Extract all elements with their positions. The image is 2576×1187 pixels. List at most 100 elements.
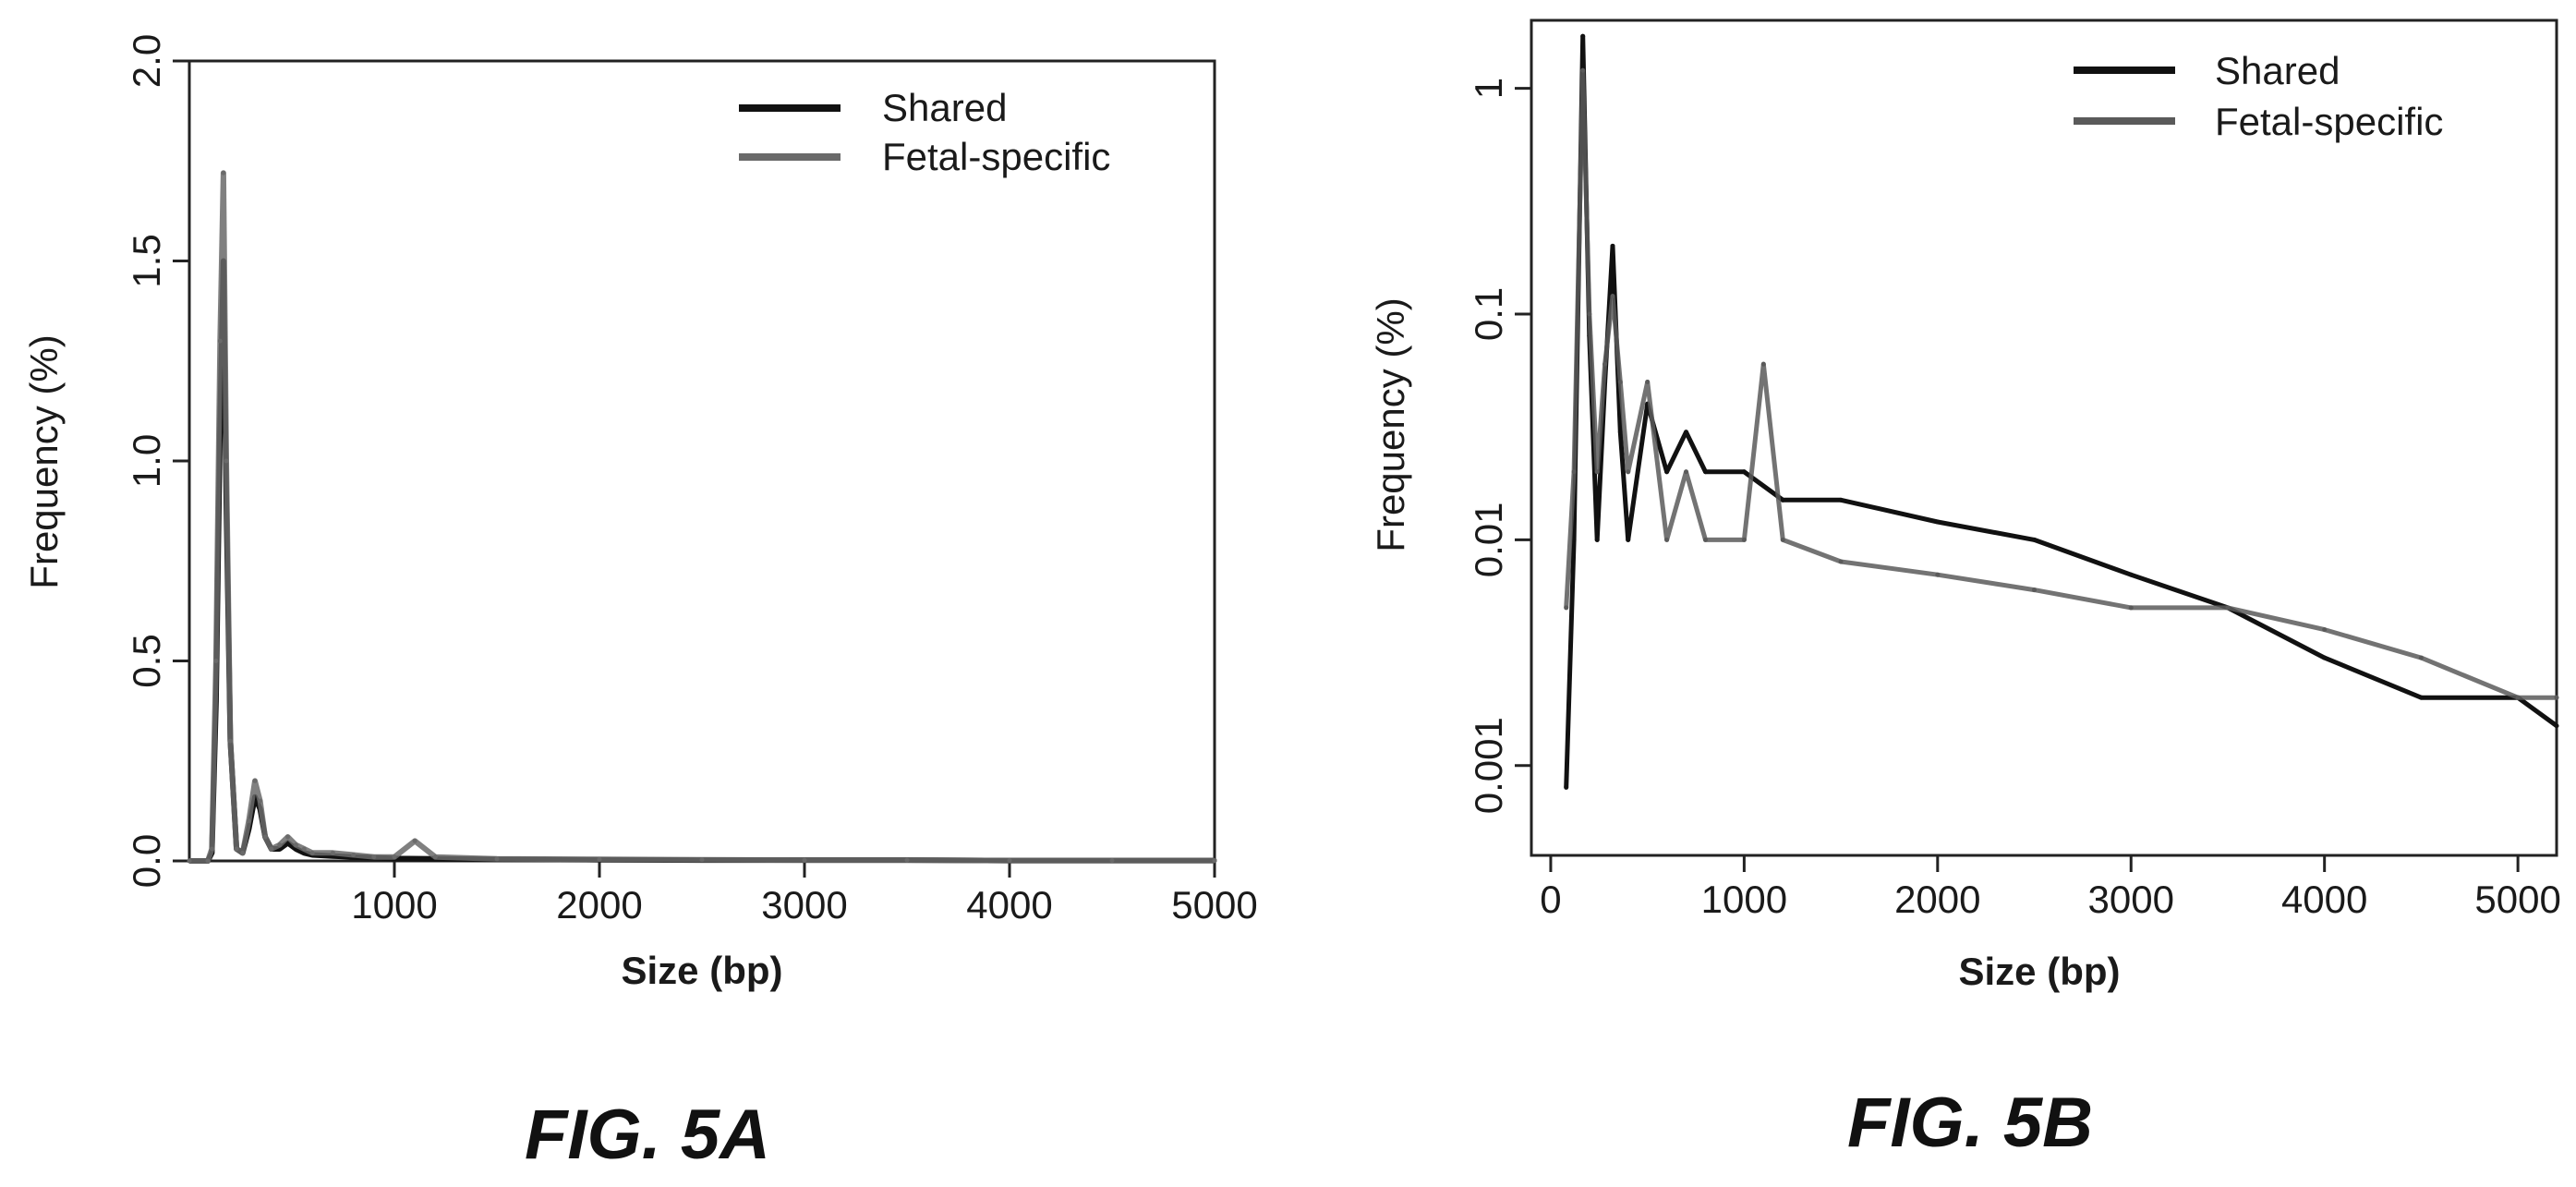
data-point-5a-1-27 [597, 856, 602, 862]
data-point-5b-0-18 [2128, 572, 2134, 577]
x-tick-label-5b-3: 3000 [2088, 878, 2174, 921]
x-tick-label-5a-3: 4000 [966, 883, 1052, 927]
y-tick-label-5b-3: 1 [1467, 78, 1510, 99]
data-point-5a-1-24 [412, 838, 417, 843]
data-point-5a-1-8 [234, 846, 239, 852]
data-point-5b-0-1 [1571, 537, 1577, 542]
data-point-5a-1-22 [371, 854, 377, 860]
data-point-5b-0-2 [1580, 33, 1586, 39]
data-point-5a-1-33 [1212, 858, 1217, 864]
data-point-5b-1-11 [1684, 469, 1689, 475]
data-point-5a-1-31 [1007, 858, 1012, 864]
y-tick-label-5b-0: 0.001 [1467, 717, 1510, 814]
data-point-5a-1-7 [227, 738, 233, 744]
data-point-5b-0-14 [1780, 497, 1785, 503]
data-point-5b-1-3 [1587, 311, 1592, 317]
legend-label-shared-5b: Shared [2215, 49, 2340, 92]
data-point-5b-0-12 [1702, 469, 1708, 475]
data-point-5b-1-5 [1602, 361, 1608, 367]
data-point-5a-1-3 [213, 659, 219, 663]
data-point-5a-1-1 [205, 858, 211, 864]
data-point-5b-1-1 [1571, 469, 1577, 475]
y-tick-label-5b-1: 0.01 [1467, 502, 1510, 577]
figure-caption-5a: FIG. 5A [525, 1096, 771, 1174]
data-point-5a-1-21 [351, 853, 357, 858]
data-point-5a-1-18 [301, 846, 307, 852]
data-point-5b-1-0 [1564, 605, 1569, 611]
data-point-5b-0-15 [1838, 497, 1844, 503]
data-point-5a-1-26 [494, 856, 500, 862]
series-group-5a [187, 170, 1217, 864]
x-tick-label-5b-5: 5000 [2474, 878, 2560, 921]
y-tick-label-5b-2: 0.1 [1467, 287, 1510, 341]
legend-5a: Shared Fetal-specific [739, 86, 1110, 178]
data-point-5b-0-8 [1626, 537, 1631, 542]
data-point-5a-1-5 [221, 170, 226, 176]
data-point-5a-1-28 [699, 857, 705, 863]
plot-frame-5a [187, 59, 1216, 863]
y-tick-label-5a-3: 1.5 [125, 234, 168, 287]
data-point-5b-1-14 [1760, 361, 1766, 367]
data-point-5b-1-8 [1626, 469, 1631, 475]
data-point-5a-1-30 [904, 857, 910, 863]
data-point-5b-0-21 [2418, 695, 2424, 700]
series-line-5b-fetal-specific [1564, 67, 2557, 700]
data-point-5a-1-6 [224, 458, 229, 464]
data-point-5b-1-22 [2418, 655, 2424, 660]
x-tick-label-5a-1: 2000 [556, 883, 642, 927]
data-point-5a-1-25 [432, 854, 438, 860]
data-point-5b-0-13 [1741, 469, 1747, 475]
data-point-5b-1-12 [1702, 537, 1708, 542]
data-point-5b-1-24 [2554, 695, 2559, 700]
data-point-5a-1-11 [252, 778, 258, 783]
data-point-5b-0-16 [1935, 519, 1941, 525]
x-tick-label-5b-1: 1000 [1701, 878, 1787, 921]
x-axis-5a: 1000 2000 3000 4000 5000 [351, 861, 1258, 927]
x-axis-5b: 0 1000 2000 3000 4000 5000 [1540, 855, 2561, 921]
data-point-5b-1-17 [1935, 572, 1941, 577]
x-axis-label-5a: Size (bp) [622, 949, 783, 992]
figure-caption-5b: FIG. 5B [1847, 1084, 2094, 1162]
data-point-5b-1-2 [1580, 67, 1586, 73]
chart-5a: 1000 2000 3000 4000 5000 0.0 0.5 1.0 1.5 2.0 Siz… [22, 34, 1258, 992]
data-point-5b-0-7 [1617, 430, 1623, 435]
data-point-5b-1-21 [2322, 627, 2328, 633]
data-point-5b-1-10 [1664, 537, 1670, 542]
y-tick-label-5a-1: 0.5 [125, 634, 168, 687]
y-axis-label-5a: Frequency (%) [22, 334, 66, 588]
data-point-5b-1-15 [1780, 537, 1785, 542]
x-tick-label-5b-0: 0 [1540, 878, 1561, 921]
data-point-5a-1-15 [277, 842, 283, 848]
data-point-5b-1-4 [1594, 469, 1600, 475]
data-point-5a-1-13 [262, 834, 268, 840]
data-point-5b-1-23 [2515, 695, 2521, 700]
data-point-5a-1-20 [330, 850, 335, 855]
series-line-5b-shared [1564, 33, 2558, 788]
chart-5b: 0 1000 2000 3000 4000 5000 0.001 0.01 0.1 1 Size… [1369, 18, 2561, 993]
data-point-5a-1-14 [269, 846, 274, 852]
x-tick-label-5b-2: 2000 [1894, 878, 1980, 921]
data-point-5b-1-13 [1741, 537, 1747, 542]
data-point-5a-1-10 [246, 818, 251, 824]
data-point-5a-1-29 [802, 857, 807, 863]
data-point-5b-1-18 [2032, 587, 2038, 593]
data-point-5a-1-23 [392, 854, 397, 860]
legend-label-shared-5a: Shared [882, 86, 1007, 129]
series-line-5a-shared [189, 258, 1215, 864]
data-point-5a-1-0 [187, 858, 192, 864]
data-point-5a-1-9 [240, 850, 246, 855]
series-group-5b [1564, 33, 2559, 790]
legend-5b: Shared Fetal-specific [2074, 49, 2443, 143]
data-point-5b-0-17 [2032, 537, 2038, 542]
data-point-5b-1-16 [1838, 559, 1844, 564]
data-point-5a-1-4 [217, 338, 223, 344]
y-axis-5b: 0.001 0.01 0.1 1 [1467, 78, 1531, 814]
y-axis-label-5b: Frequency (%) [1369, 297, 1412, 551]
legend-label-fetal-5a: Fetal-specific [882, 135, 1110, 178]
data-point-5b-1-6 [1610, 294, 1615, 299]
legend-label-fetal-5b: Fetal-specific [2215, 100, 2443, 143]
data-point-5a-1-19 [309, 850, 315, 855]
y-tick-label-5a-2: 1.0 [125, 434, 168, 488]
y-tick-label-5a-4: 2.0 [125, 34, 168, 88]
